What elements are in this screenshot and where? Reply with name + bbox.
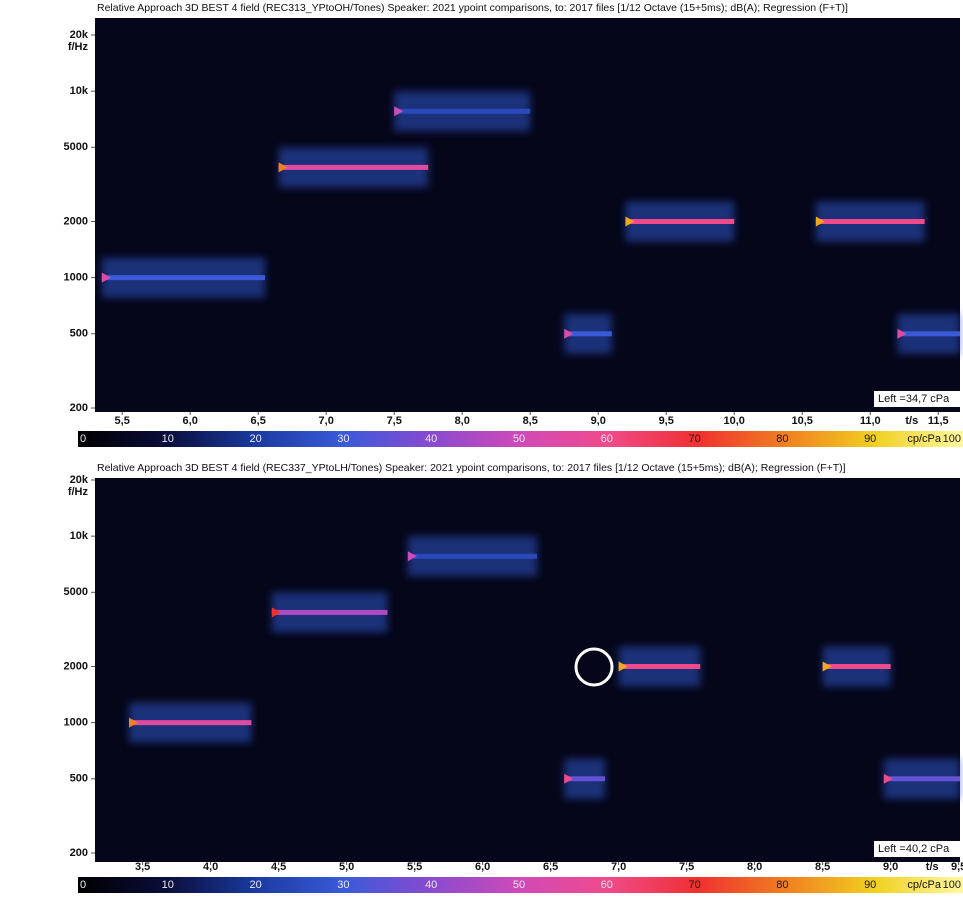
colorbar-label: cp/cPa bbox=[907, 433, 942, 445]
x-tick-label: 10,0 bbox=[724, 415, 745, 427]
x-tick-label: 6,0 bbox=[183, 415, 198, 427]
x-tick-label: 9,5 bbox=[951, 861, 963, 873]
chart-title: Relative Approach 3D BEST 4 field (REC31… bbox=[97, 2, 848, 14]
colorbar-label: cp/cPa bbox=[907, 879, 942, 891]
colorbar-tick-label: 40 bbox=[425, 433, 437, 445]
y-tick-label: 500 bbox=[70, 328, 88, 340]
y-tick-label: 1000 bbox=[64, 717, 88, 729]
tone-line bbox=[394, 109, 530, 114]
x-tick-label: 8,5 bbox=[523, 415, 538, 427]
chart: Relative Approach 3D BEST 4 field (REC31… bbox=[0, 0, 963, 897]
colorbar-tick-label: 40 bbox=[425, 879, 437, 891]
annotation: Left =40,2 cPa bbox=[878, 843, 950, 855]
colorbar-tick-label: 90 bbox=[864, 433, 876, 445]
y-tick-label: 2000 bbox=[64, 215, 88, 227]
x-tick-label: 9,5 bbox=[659, 415, 674, 427]
y-axis-label: f/Hz bbox=[68, 486, 89, 498]
colorbar-tick-label: 100 bbox=[943, 879, 961, 891]
colorbar-tick-label: 10 bbox=[162, 879, 174, 891]
y-tick-label: 20k bbox=[70, 29, 89, 41]
colorbar-tick-label: 50 bbox=[513, 433, 525, 445]
colorbar-tick-label: 0 bbox=[80, 879, 86, 891]
chart-title: Relative Approach 3D BEST 4 field (REC33… bbox=[97, 462, 846, 474]
x-tick-label: 6,5 bbox=[251, 415, 266, 427]
tone-line bbox=[408, 554, 537, 559]
y-axis-label: f/Hz bbox=[68, 41, 89, 53]
x-tick-label: 8,0 bbox=[455, 415, 470, 427]
colorbar-tick-label: 50 bbox=[513, 879, 525, 891]
tone-line bbox=[816, 219, 925, 224]
y-tick-label: 200 bbox=[70, 402, 88, 414]
colorbar-tick-label: 70 bbox=[688, 879, 700, 891]
y-tick-label: 10k bbox=[70, 85, 89, 97]
y-tick-label: 10k bbox=[70, 530, 89, 542]
tone-line bbox=[897, 331, 960, 336]
y-tick-label: 5000 bbox=[64, 586, 88, 598]
colorbar-tick-label: 90 bbox=[864, 879, 876, 891]
x-tick-label: 7,0 bbox=[319, 415, 334, 427]
y-tick-label: 1000 bbox=[64, 272, 88, 284]
tone-line bbox=[272, 610, 388, 615]
colorbar-tick-label: 70 bbox=[688, 433, 700, 445]
colorbar-tick-label: 80 bbox=[776, 433, 788, 445]
colorbar-tick-label: 30 bbox=[337, 879, 349, 891]
x-tick-label: 5,5 bbox=[115, 415, 130, 427]
tone-line bbox=[884, 776, 960, 781]
tone-line bbox=[279, 165, 429, 170]
colorbar-tick-label: 20 bbox=[249, 433, 261, 445]
colorbar-tick-label: 20 bbox=[249, 879, 261, 891]
annotation: Left =34,7 cPa bbox=[878, 393, 950, 405]
x-axis-label: t/s bbox=[905, 415, 918, 427]
x-tick-label: 7,5 bbox=[387, 415, 402, 427]
x-tick-label: 11,5 bbox=[928, 415, 949, 427]
y-tick-label: 20k bbox=[70, 474, 89, 486]
y-tick-label: 5000 bbox=[64, 141, 88, 153]
colorbar-tick-label: 30 bbox=[337, 433, 349, 445]
colorbar-tick-label: 80 bbox=[776, 879, 788, 891]
y-tick-label: 500 bbox=[70, 773, 88, 785]
colorbar-tick-label: 100 bbox=[943, 433, 961, 445]
tone-line bbox=[102, 275, 265, 280]
tone-line bbox=[625, 219, 734, 224]
tone-line bbox=[129, 720, 251, 725]
y-tick-label: 200 bbox=[70, 847, 88, 859]
x-tick-label: 11,0 bbox=[860, 415, 881, 427]
tone-line bbox=[823, 664, 891, 669]
x-axis-label: t/s bbox=[926, 861, 939, 873]
x-tick-label: 9,0 bbox=[591, 415, 606, 427]
page: {"chart_data": [ {"type": "spectrogram",… bbox=[0, 0, 963, 897]
tone-line bbox=[619, 664, 701, 669]
colorbar-tick-label: 60 bbox=[601, 433, 613, 445]
colorbar-tick-label: 60 bbox=[601, 879, 613, 891]
x-tick-label: 10,5 bbox=[792, 415, 813, 427]
colorbar-tick-label: 10 bbox=[162, 433, 174, 445]
y-tick-label: 2000 bbox=[64, 660, 88, 672]
colorbar-tick-label: 0 bbox=[80, 433, 86, 445]
